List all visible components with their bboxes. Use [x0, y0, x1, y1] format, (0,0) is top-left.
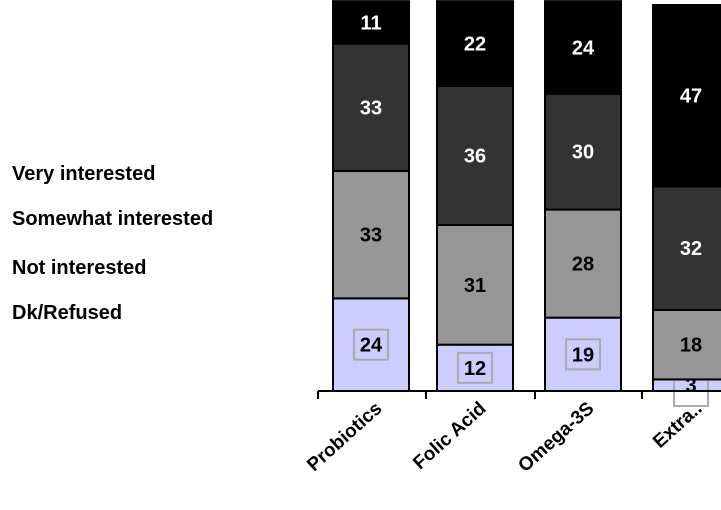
bar-probiotics-very-interested: [332, 0, 410, 45]
data-label-omega-3s-very-interested: 24: [572, 37, 595, 59]
bar-probiotics-dk-refused: [332, 297, 410, 392]
bars-area: 24 33 33 11 12 31 36 22 19 28 30 24 3 18 32 47: [332, 0, 721, 407]
data-label-folic-acid-dk-refused: 12: [464, 358, 486, 380]
data-label-omega-3s-not-interested: 28: [572, 254, 594, 276]
x-tick-label-folic-acid: Folic Acid: [409, 398, 490, 474]
data-label-extra-dk-refused: 3: [685, 375, 696, 397]
data-label-folic-acid-very-interested: 22: [464, 34, 486, 56]
bar-extra-very-interested: [652, 4, 721, 188]
bar-probiotics-not-interested: [332, 169, 410, 300]
bar-folic-acid-not-interested: [436, 224, 514, 346]
data-label-omega-3s-dk-refused: 19: [572, 344, 594, 366]
data-label-extra-very-interested: 47: [680, 86, 702, 108]
bar-extra-not-interested: [652, 308, 721, 381]
data-label-folic-acid-somewhat-interested: 36: [464, 146, 486, 168]
x-tick-label-probiotics: Probiotics: [303, 398, 386, 476]
legend-entry-dk-refused: Dk/Refused: [12, 302, 122, 324]
x-tick-label-omega-3s: Omega-3S: [514, 398, 598, 476]
bar-folic-acid-somewhat-interested: [436, 85, 514, 227]
data-label-probiotics-very-interested: 11: [360, 12, 381, 34]
value-box-omega-3s: [565, 338, 601, 371]
bar-extra-somewhat-interested: [652, 185, 721, 311]
data-label-probiotics-dk-refused: 24: [360, 335, 383, 357]
value-box-folic-acid: [457, 351, 493, 384]
data-label-extra-not-interested: 18: [680, 335, 702, 357]
legend-entry-not-interested: Not interested: [12, 257, 146, 279]
data-label-folic-acid-not-interested: 31: [464, 275, 486, 297]
bar-omega-3s-very-interested: [544, 0, 622, 95]
data-label-omega-3s-somewhat-interested: 30: [572, 142, 594, 164]
data-label-extra-somewhat-interested: 32: [680, 238, 702, 260]
data-label-probiotics-somewhat-interested: 33: [360, 97, 382, 119]
bar-folic-acid-very-interested: [436, 0, 514, 88]
value-box-probiotics: [353, 328, 389, 361]
data-label-probiotics-not-interested: 33: [360, 225, 382, 247]
legend-entry-very-interested: Very interested: [12, 163, 155, 185]
x-axis: Probiotics Folic Acid Omega-3S Extra..: [303, 390, 721, 477]
bar-omega-3s-somewhat-interested: [544, 92, 622, 211]
legend: Very interested Somewhat interested Not in…: [12, 163, 213, 324]
bar-omega-3s-dk-refused: [544, 316, 622, 392]
legend-entry-somewhat-interested: Somewhat interested: [12, 208, 213, 230]
